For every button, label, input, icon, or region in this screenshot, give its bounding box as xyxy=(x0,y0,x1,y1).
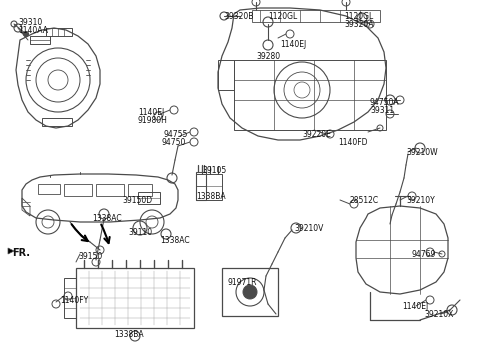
Text: 1120GL: 1120GL xyxy=(344,12,373,21)
Text: 1338BA: 1338BA xyxy=(196,192,226,201)
Text: 94755: 94755 xyxy=(164,130,188,139)
Text: 91971R: 91971R xyxy=(228,278,257,287)
Text: 1140EJ: 1140EJ xyxy=(280,40,306,49)
Text: 39110: 39110 xyxy=(128,228,152,237)
Text: 39210V: 39210V xyxy=(294,224,324,233)
Text: 39210W: 39210W xyxy=(406,148,438,157)
Text: 39105: 39105 xyxy=(202,166,226,175)
Text: 28512C: 28512C xyxy=(350,196,379,205)
Text: 39310: 39310 xyxy=(18,18,42,27)
Bar xyxy=(76,268,194,328)
Text: 39210X: 39210X xyxy=(424,310,454,319)
Text: 1140EJ: 1140EJ xyxy=(138,108,164,117)
Text: 39320A: 39320A xyxy=(344,20,373,29)
Text: 94750: 94750 xyxy=(162,138,186,147)
Text: 1140EJ: 1140EJ xyxy=(402,302,428,311)
Text: 1338AC: 1338AC xyxy=(160,236,190,245)
Text: 91980H: 91980H xyxy=(138,116,168,125)
Text: 39220E: 39220E xyxy=(302,130,331,139)
Circle shape xyxy=(243,285,257,299)
Text: 94750A: 94750A xyxy=(370,98,400,107)
Bar xyxy=(222,268,278,316)
Text: 1140AA: 1140AA xyxy=(18,26,48,35)
Text: 39210Y: 39210Y xyxy=(406,196,435,205)
Text: 1338AC: 1338AC xyxy=(92,214,121,223)
Polygon shape xyxy=(8,248,14,254)
Text: 1338BA: 1338BA xyxy=(114,330,144,339)
Text: 1140FD: 1140FD xyxy=(338,138,368,147)
Text: 1140FY: 1140FY xyxy=(60,296,88,305)
Circle shape xyxy=(24,32,28,36)
Text: FR.: FR. xyxy=(12,248,30,258)
Text: 39320B: 39320B xyxy=(224,12,253,21)
Text: 39280: 39280 xyxy=(256,52,280,61)
Text: 94769: 94769 xyxy=(412,250,436,259)
Text: 39311: 39311 xyxy=(370,106,394,115)
Text: 39150D: 39150D xyxy=(122,196,152,205)
Text: 39150: 39150 xyxy=(78,252,102,261)
Text: 1120GL: 1120GL xyxy=(268,12,297,21)
